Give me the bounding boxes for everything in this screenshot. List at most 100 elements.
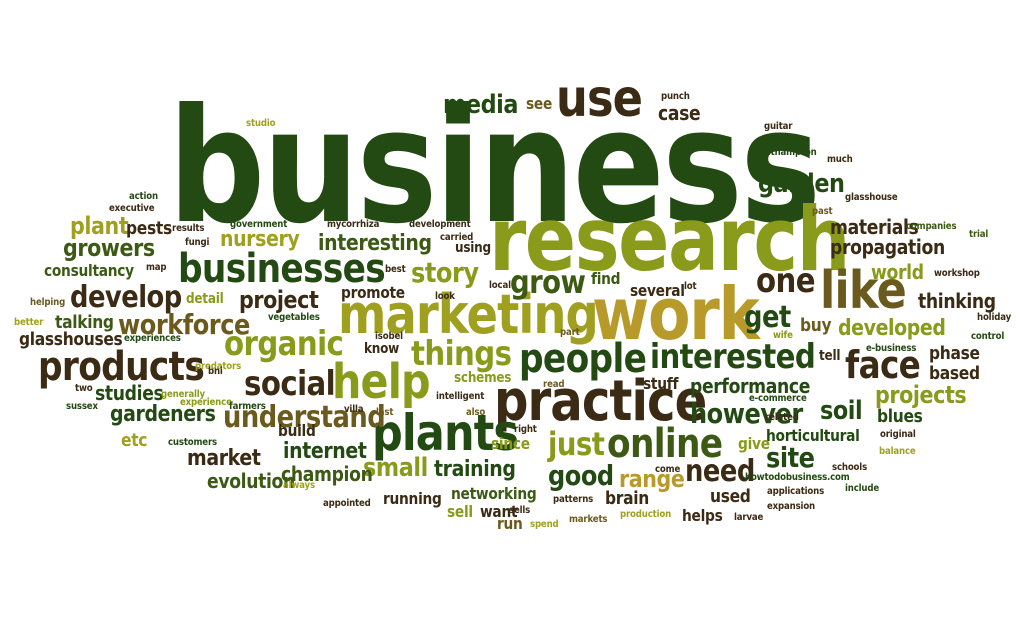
word-local: local — [489, 280, 511, 291]
word-past: past — [812, 206, 833, 217]
word-interested: interested — [650, 337, 816, 377]
word-find: find — [591, 269, 621, 288]
word-holiday: holiday — [977, 312, 1012, 323]
word-performance: performance — [690, 374, 811, 398]
word-larvae: larvae — [734, 512, 764, 523]
word-spend: spend — [530, 519, 559, 530]
word-see: see — [526, 94, 553, 113]
word-blues: blues — [877, 406, 923, 427]
word-research: research — [489, 188, 851, 291]
word-workforce: workforce — [118, 308, 250, 341]
word-developed: developed — [838, 316, 946, 341]
word-control: control — [971, 331, 1005, 342]
word-include: include — [845, 483, 880, 494]
word-pests: pests — [126, 218, 172, 239]
word-predators: predators — [195, 361, 242, 372]
word-consultancy: consultancy — [44, 261, 134, 280]
word-promote: promote — [341, 283, 405, 302]
word-experiences: experiences — [124, 333, 181, 344]
word-site: site — [766, 441, 815, 474]
word-projects: projects — [875, 381, 967, 409]
word-original: original — [880, 429, 916, 440]
word-materials: materials — [830, 215, 919, 239]
word-executive: executive — [109, 203, 155, 214]
word-run: run — [497, 514, 523, 533]
word-action: action — [129, 191, 158, 202]
word-helping: helping — [30, 297, 66, 308]
word-last: last — [376, 407, 394, 418]
word-results: results — [172, 223, 205, 234]
word-story: story — [411, 256, 479, 289]
word-e-business: e-business — [866, 343, 917, 354]
word-fungi: fungi — [185, 237, 210, 248]
word-appointed: appointed — [323, 498, 371, 509]
word-carried: carried — [440, 232, 474, 243]
word-used: used — [710, 486, 751, 507]
word-detail: detail — [186, 291, 224, 307]
word-studio: studio — [246, 118, 276, 129]
word-studies: studies — [95, 381, 164, 405]
word-wife: wife — [773, 330, 793, 341]
word-media: media — [443, 90, 518, 120]
word-government: government — [230, 219, 288, 230]
word-one: one — [756, 261, 816, 301]
word-small: small — [363, 453, 428, 483]
word-running: running — [383, 489, 442, 508]
word-much: much — [827, 154, 853, 165]
word-punch: punch — [661, 91, 690, 102]
word-know: know — [364, 341, 400, 357]
word-intelligent: intelligent — [436, 391, 485, 402]
word-applications: applications — [767, 486, 825, 497]
word-sussex: sussex — [66, 401, 98, 412]
word-generally: generally — [161, 389, 205, 400]
word-like: like — [820, 261, 907, 321]
word-farmers: farmers — [229, 401, 266, 412]
word-businesses: businesses — [178, 246, 386, 292]
word-things: things — [411, 334, 512, 374]
word-work: work — [592, 272, 760, 356]
word-market: market — [187, 446, 261, 471]
word-help: help — [332, 354, 431, 410]
word-want: want — [480, 502, 518, 521]
word-mycorrhiza: mycorrhiza — [327, 219, 380, 230]
word-phase: phase — [929, 343, 980, 364]
word-customers: customers — [168, 437, 217, 448]
word-e-commerce: e-commerce — [749, 393, 807, 404]
word-use: use — [556, 69, 643, 129]
word-world: world — [871, 260, 924, 284]
word-best: best — [385, 264, 406, 275]
word-propagation: propagation — [830, 235, 945, 259]
word-horticultural: horticultural — [766, 426, 860, 445]
word-internet: internet — [283, 439, 367, 464]
word-training: training — [434, 457, 516, 482]
word-balance: balance — [879, 446, 916, 457]
word-schools: schools — [832, 462, 868, 473]
word-develop: develop — [70, 280, 182, 315]
word-production: production — [620, 509, 672, 520]
word-talking: talking — [55, 312, 114, 333]
word-case: case — [658, 101, 701, 125]
word-southampton: southampton — [754, 147, 817, 158]
word-social: social — [244, 364, 336, 404]
word-since: since — [491, 434, 530, 453]
word-several: several — [630, 281, 685, 300]
word-guitar: guitar — [764, 121, 793, 132]
word-related: related — [765, 412, 799, 423]
word-workshop: workshop — [934, 268, 980, 279]
word-good: good — [548, 459, 614, 492]
word-project: project — [239, 286, 319, 314]
word-networking: networking — [451, 484, 537, 503]
word-schemes: schemes — [454, 370, 512, 386]
word-howtodobusiness-com: howtodobusiness.com — [745, 472, 850, 483]
word-right: right — [514, 424, 537, 435]
word-lot: lot — [684, 281, 697, 292]
word-plants: plants — [372, 404, 519, 462]
word-bni: bni — [208, 366, 223, 377]
word-face: face — [845, 343, 921, 387]
word-marketing: marketing — [338, 283, 599, 346]
word-thinking: thinking — [918, 289, 996, 313]
word-champion: champion — [281, 462, 373, 486]
word-range: range — [619, 465, 685, 493]
word-grow: grow — [510, 263, 586, 301]
